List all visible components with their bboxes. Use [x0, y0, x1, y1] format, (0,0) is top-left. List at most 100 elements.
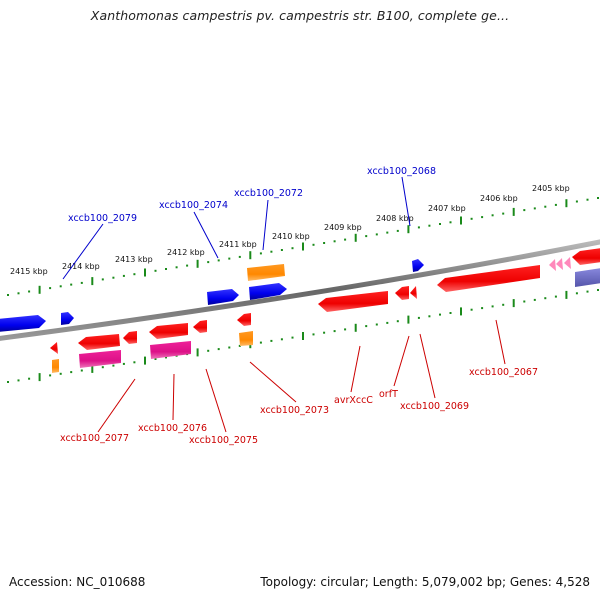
minor-tick — [344, 328, 347, 331]
callout-line-2072 — [262, 199, 269, 251]
minor-tick — [323, 331, 326, 334]
gene-arrow-forward[interactable] — [249, 283, 287, 300]
gene-pink-small[interactable] — [549, 259, 556, 271]
gene-xccb100-2076[interactable] — [149, 323, 188, 339]
minor-tick — [122, 274, 125, 277]
gene-xccb100-2067[interactable] — [437, 265, 540, 292]
gene-purple[interactable] — [575, 268, 600, 287]
scale-label: 2415 kbp — [10, 267, 48, 276]
gene-label-xccb100-2075[interactable]: xccb100_2075 — [189, 435, 258, 446]
minor-tick — [28, 290, 31, 293]
gene-label-xccb100-2068[interactable]: xccb100_2068 — [367, 166, 436, 177]
callout-line-avrxccc — [350, 345, 361, 393]
major-tick — [302, 242, 304, 251]
gene-xccb100-2075[interactable] — [193, 320, 207, 333]
minor-tick — [417, 316, 420, 319]
major-tick — [196, 259, 199, 268]
scale-label: 2409 kbp — [324, 223, 362, 232]
gene-label-xccb100-2079[interactable]: xccb100_2079 — [68, 213, 137, 224]
gene-arrow-forward[interactable] — [0, 315, 46, 332]
gene-xccb100-2068[interactable] — [412, 259, 424, 272]
gene-label-orft[interactable]: orfT — [379, 389, 398, 400]
minor-tick — [154, 358, 157, 360]
minor-tick — [112, 276, 115, 279]
minor-tick — [70, 371, 73, 374]
minor-tick — [280, 249, 283, 251]
gene-arrow-reverse[interactable] — [572, 248, 600, 265]
major-tick — [512, 299, 515, 308]
gene-pink-small[interactable] — [556, 258, 563, 270]
minor-tick — [365, 325, 368, 328]
minor-tick — [586, 290, 589, 293]
minor-tick — [491, 305, 494, 308]
gene-label-xccb100-2072[interactable]: xccb100_2072 — [234, 188, 303, 199]
minor-tick — [449, 312, 452, 314]
minor-tick — [470, 217, 473, 220]
major-tick — [512, 207, 515, 216]
gene-xccb100-2069[interactable] — [410, 286, 417, 299]
minor-tick — [439, 223, 441, 225]
minor-tick — [7, 294, 9, 296]
major-tick — [565, 290, 568, 299]
minor-tick — [207, 349, 210, 352]
scale-label: 2407 kbp — [428, 204, 466, 213]
minor-tick — [323, 242, 326, 244]
minor-tick — [523, 300, 526, 303]
minor-tick — [259, 252, 262, 255]
gene-pink-small[interactable] — [564, 257, 571, 269]
minor-tick — [217, 259, 220, 262]
gene-labels-bottom: xccb100_2077 xccb100_2076 xccb100_2075 x… — [60, 367, 538, 446]
gene-labels-top: xccb100_2079 xccb100_2074 xccb100_2072 x… — [68, 166, 436, 224]
minor-tick — [481, 216, 484, 219]
minor-tick — [523, 209, 526, 212]
genome-summary: Topology: circular; Length: 5,079,002 bp… — [260, 575, 590, 589]
minor-tick — [375, 233, 378, 236]
callout-line-2074 — [193, 211, 219, 259]
minor-tick — [80, 281, 83, 284]
major-tick — [354, 323, 357, 332]
gene-label-xccb100-2067[interactable]: xccb100_2067 — [469, 367, 538, 378]
callout-line-2076 — [172, 373, 175, 421]
gene-label-xccb100-2077[interactable]: xccb100_2077 — [60, 433, 129, 444]
gene-orange-small[interactable] — [239, 331, 253, 346]
gene-label-xccb100-2073[interactable]: xccb100_2073 — [260, 405, 329, 416]
minor-tick — [417, 226, 420, 229]
genome-backbone — [0, 239, 600, 341]
gene-xccb100-2077[interactable] — [50, 342, 58, 354]
callout-line-2073 — [249, 361, 297, 403]
callout-line-2069 — [419, 333, 436, 399]
gene-orft[interactable] — [395, 286, 409, 300]
gene-magenta[interactable] — [79, 350, 121, 368]
gene-arrow-reverse[interactable] — [78, 334, 120, 350]
callout-line-2079 — [62, 223, 104, 280]
major-tick — [144, 356, 146, 365]
major-tick — [38, 373, 41, 382]
gene-label-avrxccc[interactable]: avrXccC — [334, 395, 373, 406]
gene-label-xccb100-2069[interactable]: xccb100_2069 — [400, 401, 469, 412]
gene-xccb100-2073[interactable] — [237, 313, 251, 326]
minor-tick — [439, 313, 441, 316]
major-tick — [196, 348, 199, 357]
minor-tick — [122, 362, 125, 365]
minor-tick — [70, 283, 73, 286]
major-tick — [91, 277, 94, 286]
callout-lines — [62, 176, 506, 433]
callout-line-2075 — [205, 368, 227, 433]
callout-line-2067 — [495, 319, 506, 365]
gene-xccb100-2074[interactable] — [207, 289, 239, 305]
gene-xccb100-2072[interactable] — [247, 264, 285, 281]
minor-tick — [238, 344, 241, 347]
minor-tick — [238, 255, 241, 258]
minor-tick — [280, 338, 283, 341]
gene-xccb100-2079[interactable] — [61, 312, 74, 325]
gene-avrxccc[interactable] — [318, 291, 388, 312]
minor-tick — [533, 298, 536, 301]
gene-label-xccb100-2074[interactable]: xccb100_2074 — [159, 200, 228, 211]
gene-arrow-reverse[interactable] — [123, 331, 137, 344]
gene-label-xccb100-2076[interactable]: xccb100_2076 — [138, 423, 207, 434]
gene-magenta[interactable] — [150, 341, 191, 359]
minor-tick — [554, 203, 557, 206]
gene-orange-small[interactable] — [52, 359, 59, 373]
